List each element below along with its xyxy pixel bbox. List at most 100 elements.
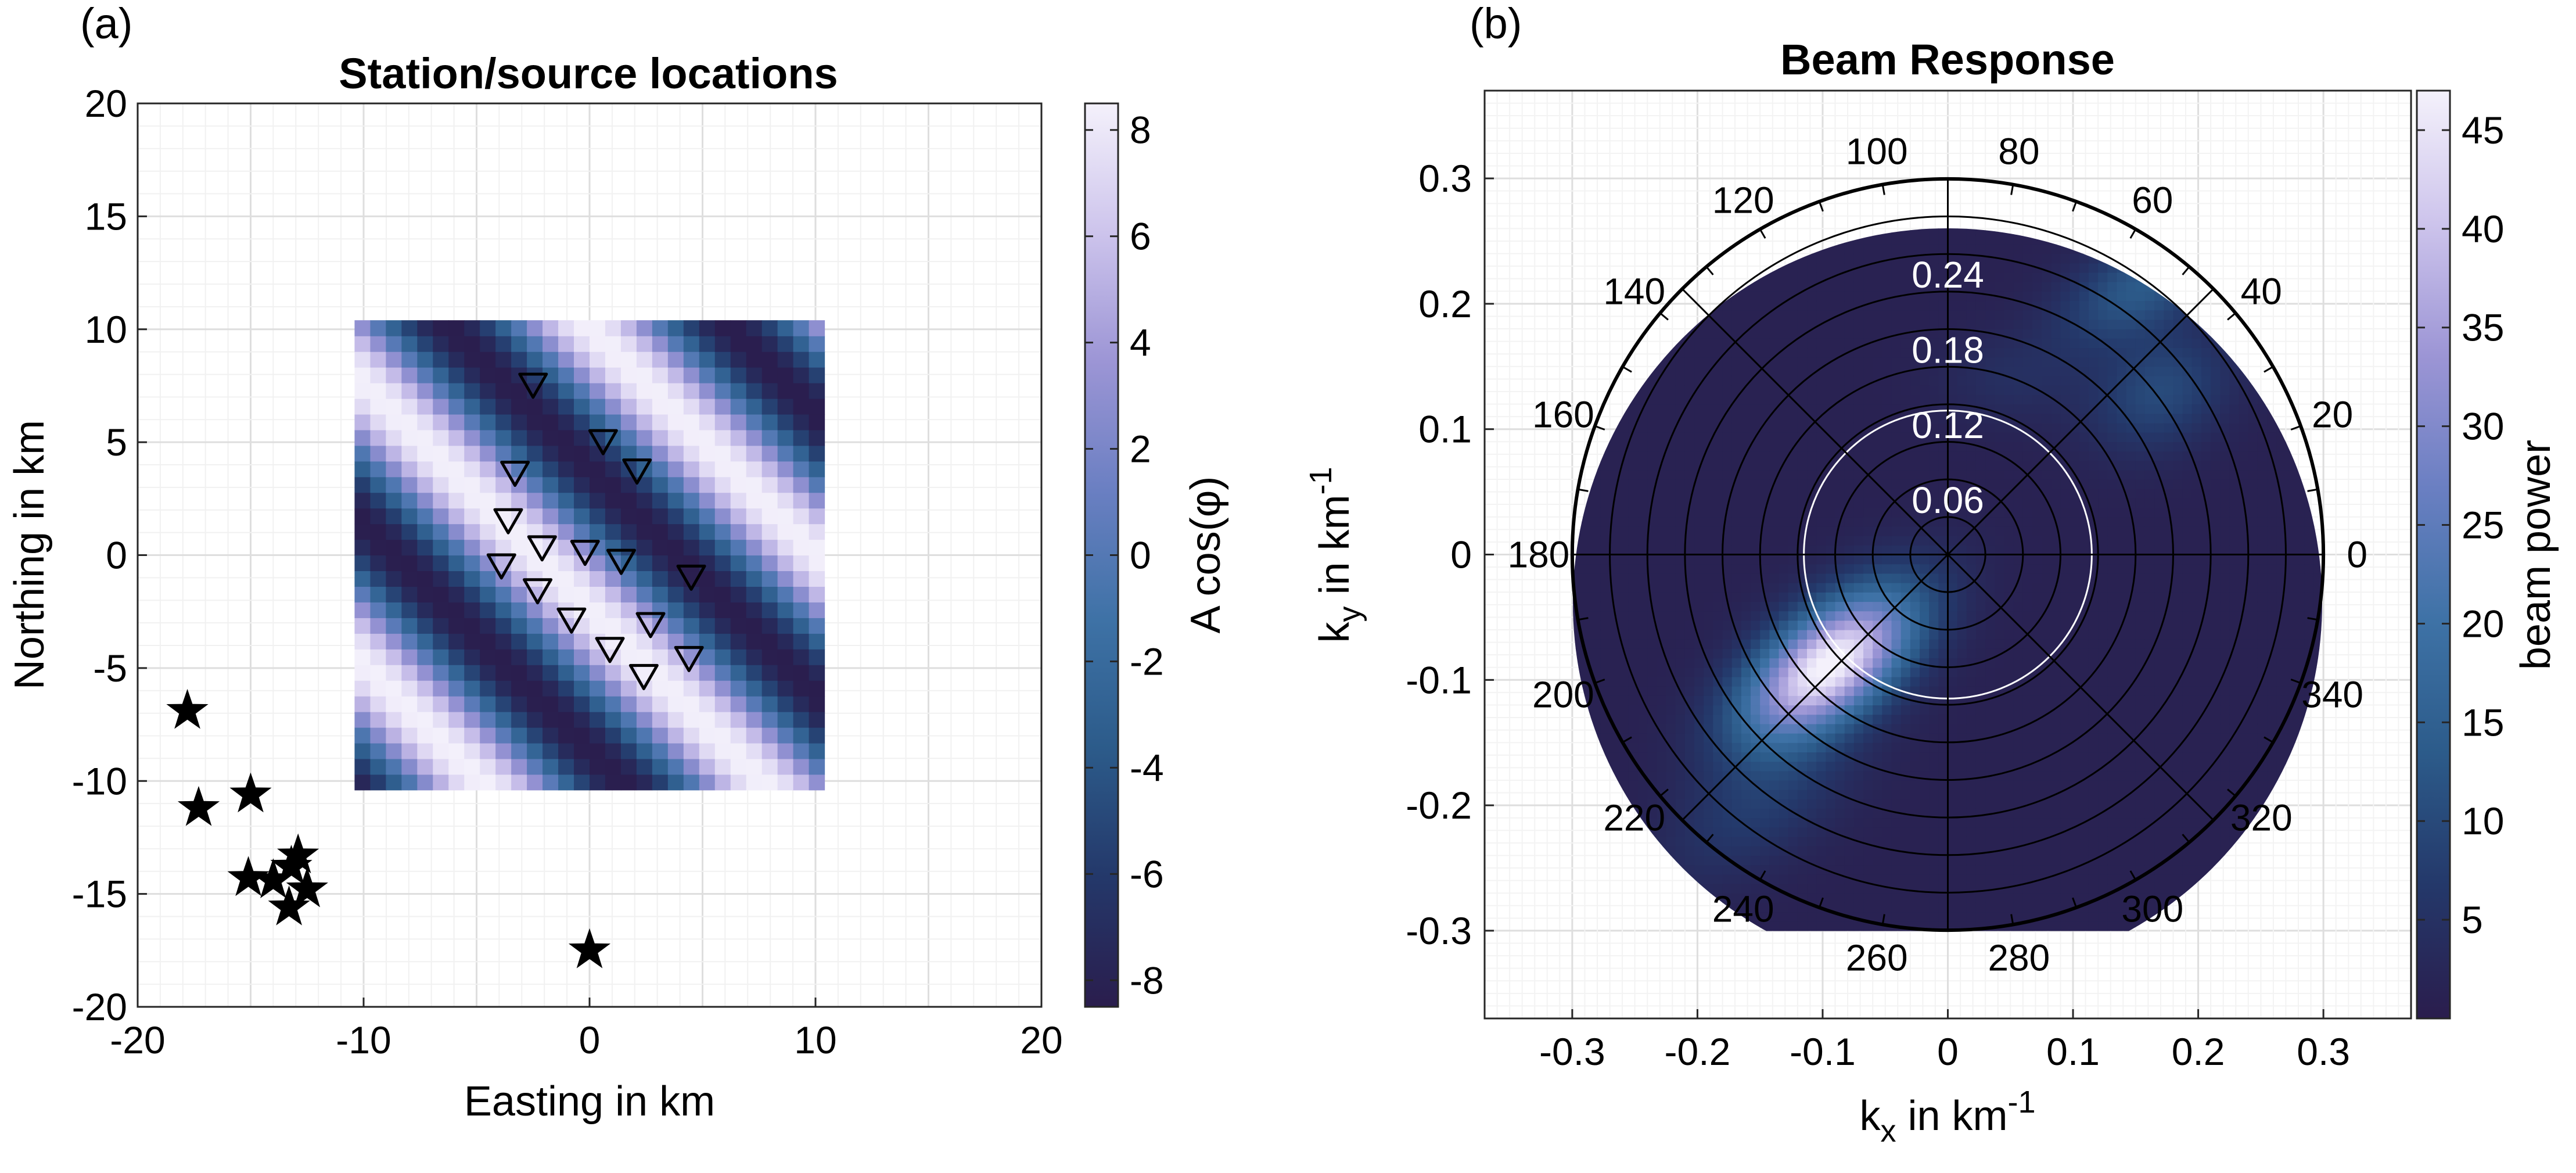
panel-b-beam-cell	[1751, 855, 1761, 866]
panel-b-beam-cell	[1891, 235, 1902, 245]
panel-b-label: (b)	[1470, 0, 1522, 48]
panel-b-beam-cell	[1741, 817, 1751, 828]
panel-b-beam-cell	[1591, 489, 1601, 498]
panel-a-wavefield-cell	[480, 336, 496, 352]
panel-b-beam-cell	[1900, 253, 1911, 264]
panel-b-beam-cell	[1900, 272, 1911, 282]
panel-b-beam-cell	[1807, 375, 1817, 386]
panel-a-wavefield-cell	[370, 774, 386, 791]
panel-a-wavefield-cell	[495, 649, 512, 665]
panel-b-beam-cell	[1929, 893, 1939, 903]
panel-b-beam-cell	[1675, 479, 1686, 489]
panel-a-wavefield-cell	[558, 492, 574, 509]
panel-b-beam-cell	[1694, 347, 1704, 358]
panel-b-beam-cell	[1920, 864, 1930, 875]
panel-b-beam-cell	[1797, 422, 1808, 433]
panel-b-beam-cell	[1995, 742, 2005, 753]
panel-b-beam-cell	[1995, 404, 2005, 414]
panel-b-beam-cell	[1628, 714, 1639, 724]
panel-b-beam-cell	[1713, 469, 1723, 480]
panel-b-beam-cell	[1995, 319, 2005, 329]
panel-b-beam-cell	[1948, 723, 1958, 734]
panel-b-beam-cell	[1788, 837, 1798, 846]
panel-b-beam-cell	[1751, 469, 1761, 480]
panel-a-wavefield-cell	[652, 742, 669, 759]
panel-b-beam-cell	[1638, 554, 1648, 565]
panel-b-beam-cell	[1779, 422, 1789, 433]
panel-b-beam-cell	[1966, 422, 1977, 433]
panel-a-wavefield-cell	[714, 461, 731, 478]
panel-a-y-tick-label: -15	[72, 873, 127, 916]
panel-a-wavefield-cell	[354, 586, 371, 602]
panel-b-beam-cell	[1910, 827, 1920, 837]
panel-b-beam-cell	[1948, 799, 1958, 809]
panel-b-beam-cell	[1797, 338, 1808, 349]
panel-b-beam-cell	[1760, 902, 1770, 913]
panel-b-beam-cell	[1788, 583, 1798, 593]
panel-b-beam-cell	[1995, 282, 2005, 292]
panel-b-beam-cell	[1891, 893, 1902, 903]
panel-b-beam-cell	[1938, 573, 1949, 583]
panel-b-beam-cell	[1948, 498, 1958, 508]
panel-b-beam-cell	[1975, 263, 1986, 273]
panel-a-wavefield-cell	[714, 429, 731, 446]
panel-a-wavefield-cell	[605, 758, 621, 775]
panel-b-beam-cell	[1713, 855, 1723, 866]
panel-a-wavefield-cell	[448, 555, 465, 572]
panel-a-wavefield-cell	[401, 680, 418, 697]
panel-b-beam-cell	[1920, 272, 1930, 282]
panel-b-beam-cell	[1938, 864, 1949, 875]
panel-b-beam-cell	[1929, 799, 1939, 809]
panel-b-beam-cell	[1995, 545, 2005, 555]
panel-a-wavefield-cell	[809, 336, 825, 352]
panel-b-beam-cell	[1731, 742, 1742, 753]
panel-a-wavefield-cell	[809, 680, 825, 697]
panel-b-beam-cell	[1863, 601, 1873, 612]
panel-a-wavefield-cell	[574, 351, 590, 368]
panel-b-beam-cell	[1722, 573, 1733, 583]
panel-a-wavefield-cell	[401, 351, 418, 368]
panel-b-beam-cell	[1966, 686, 1977, 696]
panel-a-wavefield-cell	[464, 383, 480, 399]
panel-a-wavefield-cell	[667, 476, 684, 493]
panel-b-beam-cell	[1920, 761, 1930, 772]
panel-b-beam-cell	[1929, 761, 1939, 772]
panel-b-beam-cell	[1666, 573, 1676, 583]
panel-b-beam-cell	[1779, 329, 1789, 339]
panel-b-beam-cell	[1826, 469, 1836, 480]
panel-b-beam-cell	[1779, 507, 1789, 518]
panel-a-wavefield-cell	[761, 492, 778, 509]
panel-b-beam-cell	[1788, 469, 1798, 480]
panel-b-beam-cell	[1975, 742, 1986, 753]
panel-a-wavefield-cell	[527, 665, 543, 681]
panel-a-wavefield-cell	[590, 696, 606, 712]
panel-a-wavefield-cell	[777, 539, 794, 556]
panel-a-wavefield-cell	[730, 398, 747, 415]
panel-b-beam-cell	[1638, 790, 1648, 799]
panel-a-wavefield-cell	[793, 727, 810, 744]
panel-b-beam-cell	[1929, 489, 1939, 498]
panel-b-beam-cell	[1873, 912, 1882, 922]
panel-a-wavefield-cell	[652, 414, 669, 431]
panel-b-beam-cell	[1929, 385, 1939, 395]
panel-b-beam-cell	[1619, 667, 1629, 677]
panel-a-wavefield-cell	[667, 586, 684, 602]
panel-a-wavefield-cell	[730, 742, 747, 759]
panel-a-wavefield-cell	[620, 367, 637, 383]
panel-b-beam-cell	[1853, 554, 1864, 565]
panel-b-beam-cell	[1807, 676, 1817, 687]
panel-b-beam-cell	[1863, 592, 1873, 602]
panel-b-beam-cell	[1751, 902, 1761, 913]
panel-a-wavefield-cell	[448, 398, 465, 415]
panel-a-x-ticks: -20 -10 0 10 20	[110, 998, 1063, 1061]
panel-b-beam-cell	[1779, 338, 1789, 349]
panel-a-wavefield-cell	[464, 586, 480, 602]
panel-b-beam-cell	[1966, 912, 1977, 922]
panel-b-beam-cell	[1788, 799, 1798, 809]
panel-b-beam-cell	[1995, 263, 2005, 273]
panel-b-beam-cell	[1609, 536, 1620, 546]
panel-a-wavefield-cell	[590, 774, 606, 791]
panel-b-beam-cell	[1920, 498, 1930, 508]
panel-b-beam-cell	[1694, 742, 1704, 753]
panel-b-beam-cell	[1816, 291, 1826, 302]
